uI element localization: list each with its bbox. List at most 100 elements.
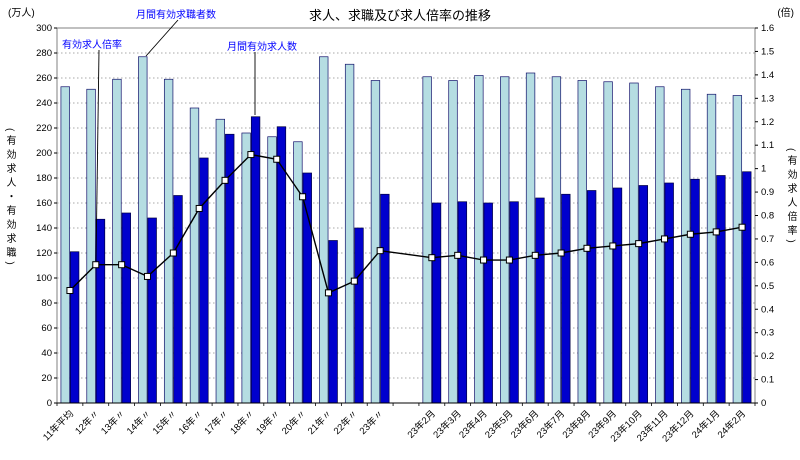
ratio-marker [557, 249, 565, 257]
bar-openings [95, 218, 106, 404]
right-tick-label: 0.6 [761, 257, 774, 268]
chart-title: 求人、求職及び求人倍率の推移 [308, 8, 491, 23]
left-tick-label: 20 [41, 373, 52, 384]
ratio-marker [376, 247, 384, 255]
ratio-marker [635, 240, 643, 248]
bar-openings [742, 171, 752, 404]
ratio-marker [92, 261, 100, 269]
right-tick-label: 0.9 [761, 187, 774, 198]
left-tick-label: 200 [36, 148, 52, 159]
bar-seekers [112, 78, 122, 404]
left-axis-unit: (万人) [8, 8, 35, 19]
right-tick-label: 0 [761, 398, 766, 409]
bar-openings [328, 240, 338, 404]
bar-seekers [267, 136, 277, 404]
ratio-marker [143, 272, 151, 280]
right-tick-label: 0.3 [761, 328, 774, 339]
bar-seekers [681, 88, 691, 404]
x-label: 18年〃 [228, 408, 257, 437]
x-label: 24年2月 [715, 408, 748, 441]
annotation-ratio-pointer [95, 49, 100, 262]
right-axis-unit: (倍) [777, 8, 794, 19]
bar-openings [587, 190, 597, 404]
x-label: 14年〃 [124, 408, 153, 437]
ratio-marker [661, 235, 669, 243]
ratio-marker [686, 230, 694, 238]
right-tick-label: 1 [761, 164, 766, 175]
right-tick-label: 0.4 [761, 304, 774, 315]
left-tick-label: 300 [36, 23, 52, 34]
right-tick-label: 1.4 [761, 70, 774, 81]
bar-openings [690, 178, 700, 404]
left-tick-label: 240 [36, 98, 52, 109]
bar-seekers [448, 80, 458, 404]
left-tick-label: 140 [36, 223, 52, 234]
bar-seekers [138, 56, 148, 404]
bar-openings [380, 193, 390, 404]
bar-openings [250, 116, 261, 404]
bar-seekers [189, 107, 200, 404]
right-tick-label: 1.1 [761, 140, 774, 151]
ratio-marker [350, 277, 358, 285]
ratio-marker [583, 244, 591, 252]
left-tick-label: 280 [36, 48, 52, 59]
bar-seekers [422, 76, 432, 404]
bar-seekers [293, 141, 303, 404]
bar-seekers [344, 63, 355, 404]
bar-openings [354, 227, 364, 404]
ratio-marker [324, 289, 332, 297]
left-tick-label: 100 [36, 273, 52, 284]
x-label: 21年〃 [305, 408, 334, 437]
bar-seekers [706, 93, 717, 404]
ratio-marker [428, 254, 436, 262]
annotation-seekers-label: 月間有効求職者数 [136, 10, 216, 21]
bar-seekers [370, 80, 381, 404]
bar-seekers [474, 75, 484, 404]
left-tick-label: 0 [47, 398, 52, 409]
ratio-marker [454, 251, 462, 259]
ratio-marker [169, 249, 177, 257]
x-label: 20年〃 [279, 408, 308, 437]
bar-seekers [86, 88, 96, 404]
x-label: 15年〃 [150, 408, 179, 437]
x-label: 23年〃 [357, 408, 386, 437]
ratio-marker [66, 287, 74, 294]
x-label: 19年〃 [253, 408, 282, 437]
ratio-marker [247, 151, 255, 159]
right-tick-label: 1.5 [761, 46, 774, 57]
bar-seekers [319, 56, 329, 404]
right-tick-label: 0.8 [761, 211, 774, 222]
right-tick-label: 1.2 [761, 117, 774, 128]
ratio-line [69, 153, 743, 294]
annotation-openings-label: 月間有効求人数 [227, 42, 297, 53]
x-label: 11年平均 [40, 408, 76, 444]
bar-openings [69, 251, 80, 404]
right-tick-label: 0.1 [761, 375, 774, 386]
bar-openings [147, 217, 157, 404]
bar-openings [561, 193, 571, 404]
ratio-marker [505, 256, 513, 264]
bar-seekers [551, 76, 562, 404]
bar-openings [276, 126, 287, 404]
left-tick-label: 260 [36, 73, 52, 84]
bar-openings [173, 195, 183, 404]
bar-seekers [577, 80, 587, 404]
plot-border [56, 27, 756, 404]
bar-openings [716, 175, 726, 404]
bar-openings [121, 212, 131, 404]
bar-seekers [60, 86, 70, 404]
bar-openings [612, 187, 623, 404]
right-tick-label: 0.5 [761, 281, 774, 292]
bar-openings [535, 197, 545, 404]
bar-openings [509, 201, 519, 404]
bar-openings [483, 202, 493, 404]
annotation-seekers-pointer [145, 19, 179, 57]
right-tick-label: 1.6 [761, 23, 774, 34]
ratio-marker [531, 251, 539, 259]
ratio-marker [273, 155, 281, 163]
bar-seekers [525, 72, 536, 404]
ratio-marker [712, 228, 720, 236]
left-tick-label: 220 [36, 123, 52, 134]
